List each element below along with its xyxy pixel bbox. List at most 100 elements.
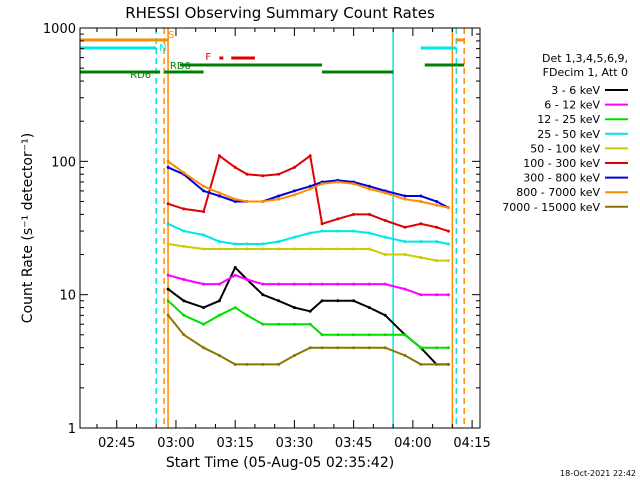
series-5-point-10 bbox=[320, 222, 324, 226]
series-1-point-0 bbox=[166, 273, 170, 277]
series-8-point-0 bbox=[166, 313, 170, 317]
y-tick-label-2: 100 bbox=[51, 155, 76, 170]
flag-bars: SN RD0 RD6 F bbox=[80, 30, 465, 81]
series-5-point-17 bbox=[435, 225, 439, 229]
series-7-point-2 bbox=[202, 184, 206, 188]
series-0-point-12 bbox=[352, 299, 356, 303]
series-0-point-8 bbox=[292, 306, 296, 310]
series-4-point-3 bbox=[217, 247, 221, 251]
series-5-point-11 bbox=[336, 217, 340, 221]
x-tick-label-3: 03:30 bbox=[276, 436, 313, 451]
series-0-point-14 bbox=[383, 313, 387, 317]
legend-label-1: 6 - 12 keV bbox=[544, 99, 600, 112]
series-8-point-13 bbox=[367, 346, 371, 350]
series-5-point-13 bbox=[367, 212, 371, 216]
series-0-point-7 bbox=[277, 299, 281, 303]
series-2-point-5 bbox=[245, 313, 249, 317]
series-8-point-14 bbox=[383, 346, 387, 350]
series-7-point-3 bbox=[217, 191, 221, 195]
series-2-point-0 bbox=[166, 299, 170, 303]
series-0-point-3 bbox=[217, 299, 221, 303]
series-3-point-1 bbox=[182, 229, 186, 233]
series-lines bbox=[166, 154, 450, 366]
series-0-point-1 bbox=[182, 299, 186, 303]
legend: Det 1,3,4,5,6,9,FDecim 1, Att 0 3 - 6 keV… bbox=[502, 52, 628, 214]
series-4-point-0 bbox=[166, 242, 170, 246]
series-2-point-15 bbox=[403, 333, 407, 337]
series-3-point-0 bbox=[166, 222, 170, 226]
series-4-point-4 bbox=[233, 247, 237, 251]
series-1-point-16 bbox=[419, 293, 423, 297]
plot-frame bbox=[79, 27, 481, 429]
series-7-point-15 bbox=[403, 197, 407, 201]
series-8-point-5 bbox=[245, 362, 249, 366]
series-8-point-7 bbox=[277, 362, 281, 366]
series-8-point-2 bbox=[202, 346, 206, 350]
series-4-point-17 bbox=[435, 259, 439, 263]
series-3-point-10 bbox=[320, 229, 324, 233]
series-4-point-13 bbox=[367, 247, 371, 251]
series-3-point-6 bbox=[261, 242, 265, 246]
series-2-point-6 bbox=[261, 322, 265, 326]
series-3-point-17 bbox=[435, 240, 439, 244]
series-4-point-1 bbox=[182, 244, 186, 248]
series-1-point-5 bbox=[245, 278, 249, 281]
series-2-point-16 bbox=[419, 346, 423, 350]
series-3-point-12 bbox=[352, 229, 356, 233]
series-5-point-15 bbox=[403, 225, 407, 229]
series-7-point-12 bbox=[352, 182, 356, 186]
flag-label-f: F bbox=[205, 52, 211, 63]
flag-label-n: N bbox=[159, 43, 166, 54]
x-tick-label-2: 03:15 bbox=[216, 436, 253, 451]
series-8-point-8 bbox=[292, 354, 296, 357]
series-7-point-4 bbox=[233, 197, 237, 201]
series-2-point-2 bbox=[202, 322, 206, 326]
series-7-point-13 bbox=[367, 187, 371, 191]
series-7-point-1 bbox=[182, 171, 186, 175]
x-tick-label-6: 04:15 bbox=[453, 436, 490, 451]
series-6-point-16 bbox=[419, 194, 423, 198]
series-8-point-18 bbox=[446, 362, 450, 366]
legend-label-7: 800 - 7000 keV bbox=[516, 186, 600, 199]
y-axis-label: Count Rate (s⁻¹ detector⁻¹) bbox=[20, 133, 36, 323]
series-6-point-8 bbox=[292, 189, 296, 193]
series-5-point-7 bbox=[277, 172, 281, 176]
series-7-point-9 bbox=[308, 187, 312, 191]
series-4-point-15 bbox=[403, 253, 407, 256]
series-1-point-17 bbox=[435, 293, 439, 297]
series-5-point-14 bbox=[383, 219, 387, 222]
series-7-point-14 bbox=[383, 191, 387, 195]
vertical-markers bbox=[155, 28, 465, 428]
series-1-point-3 bbox=[217, 282, 221, 286]
series-8-point-15 bbox=[403, 354, 407, 357]
series-7-point-7 bbox=[277, 197, 281, 201]
series-7-point-18 bbox=[446, 206, 450, 210]
series-6-point-17 bbox=[435, 200, 439, 203]
y-tick-label-0: 1 bbox=[68, 422, 76, 437]
series-3-point-16 bbox=[419, 240, 423, 244]
series-8-point-4 bbox=[233, 362, 237, 366]
series-3-point-9 bbox=[308, 231, 312, 235]
series-1-point-8 bbox=[292, 282, 296, 286]
x-tick-label-4: 03:45 bbox=[335, 436, 372, 451]
y-tick-label-1: 10 bbox=[59, 289, 76, 304]
series-4-point-18 bbox=[446, 259, 450, 263]
series-8-point-12 bbox=[352, 346, 356, 350]
series-0-point-11 bbox=[336, 299, 340, 303]
series-1-point-10 bbox=[320, 282, 324, 286]
series-4-point-5 bbox=[245, 247, 249, 251]
series-4-point-16 bbox=[419, 256, 423, 259]
series-1-point-7 bbox=[277, 282, 281, 286]
series-7-point-16 bbox=[419, 200, 423, 203]
legend-label-4: 50 - 100 keV bbox=[530, 142, 600, 155]
series-0-point-9 bbox=[308, 309, 312, 313]
series-8-point-6 bbox=[261, 362, 265, 366]
series-1-point-13 bbox=[367, 282, 371, 286]
series-4-point-8 bbox=[292, 247, 296, 251]
series-5-point-2 bbox=[202, 210, 206, 214]
y-tick-label-3: 1000 bbox=[43, 22, 76, 37]
series-4-point-9 bbox=[308, 247, 312, 251]
series-5-point-8 bbox=[292, 165, 296, 169]
legend-header-line-0: Det 1,3,4,5,6,9, bbox=[542, 52, 628, 65]
